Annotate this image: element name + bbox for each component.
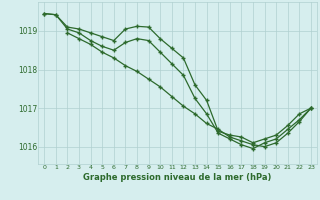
X-axis label: Graphe pression niveau de la mer (hPa): Graphe pression niveau de la mer (hPa) bbox=[84, 173, 272, 182]
